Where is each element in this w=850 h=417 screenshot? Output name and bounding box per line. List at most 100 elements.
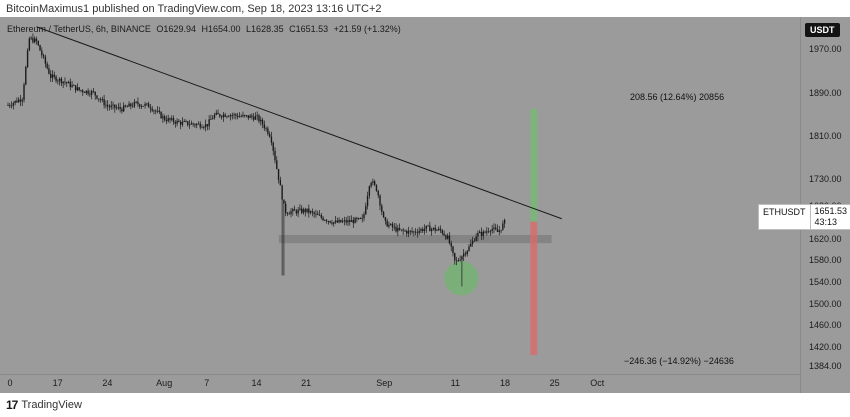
- candle-body: [195, 124, 198, 126]
- time-tick-label: 25: [549, 378, 560, 388]
- candle-body: [94, 91, 96, 96]
- candle-body: [7, 105, 9, 106]
- time-tick-label: 7: [204, 378, 210, 388]
- candle-body: [445, 235, 447, 239]
- candle-body: [185, 121, 187, 122]
- candle-body: [416, 232, 419, 234]
- candle-body: [477, 232, 479, 237]
- candle-body: [220, 116, 223, 118]
- candle-body: [420, 229, 422, 231]
- candle-body: [498, 230, 500, 232]
- candle-body: [199, 123, 201, 128]
- candle-body: [407, 230, 410, 234]
- candle-body: [35, 38, 38, 41]
- price-tick-label: 1384.00: [809, 361, 842, 372]
- candle-body: [238, 116, 241, 118]
- candle-body: [496, 229, 499, 232]
- candle-body: [146, 103, 148, 105]
- candle-body: [363, 214, 365, 219]
- candle-body: [174, 122, 177, 124]
- tradingview-logo: 17: [6, 398, 18, 412]
- footer-brand: TradingView: [21, 399, 82, 411]
- candle-body: [398, 227, 401, 230]
- candle-body: [327, 221, 330, 222]
- candle-body: [418, 230, 420, 234]
- price-tick-label: 1730.00: [809, 174, 842, 185]
- candle-body: [304, 209, 306, 213]
- candle-body: [206, 124, 209, 127]
- candle-body: [288, 213, 290, 215]
- candle-body: [160, 111, 162, 119]
- candle-body: [183, 121, 185, 122]
- candle-body: [119, 106, 121, 109]
- candle-body: [500, 229, 502, 231]
- candle-body: [23, 84, 25, 100]
- candle-body: [446, 235, 449, 239]
- candle-body: [495, 227, 497, 230]
- plot-area[interactable]: Ethereum / TetherUS, 6h, BINANCE O1629.9…: [0, 17, 800, 374]
- candle-body: [197, 123, 200, 125]
- descending-trendline[interactable]: [36, 26, 562, 220]
- candle-body: [39, 45, 41, 51]
- candle-body: [235, 114, 237, 116]
- candle-body: [276, 160, 278, 169]
- time-scale[interactable]: 0 17 24 Aug 7 14 21 Sep 11 18 25 Oct: [0, 374, 800, 393]
- candle-body: [50, 73, 52, 78]
- chart-svg[interactable]: [0, 17, 800, 374]
- candle-body: [14, 100, 16, 104]
- range-up-label: 208.56 (12.64%) 20856: [630, 92, 725, 102]
- price-value-box: 1651.53 43:13: [810, 204, 850, 230]
- last-price: 1651.53: [814, 206, 848, 216]
- candle-body: [188, 124, 191, 126]
- low-value: L1628.35: [246, 24, 284, 34]
- candle-body: [413, 231, 415, 233]
- candle-body: [92, 91, 95, 92]
- candle-body: [71, 85, 73, 87]
- candle-body: [204, 124, 207, 128]
- chart-panel[interactable]: Ethereum / TetherUS, 6h, BINANCE O1629.9…: [0, 17, 850, 393]
- candle-body: [317, 213, 319, 215]
- candle-body: [390, 223, 392, 225]
- candle-body: [349, 220, 351, 222]
- currency-button[interactable]: USDT: [805, 23, 840, 37]
- candle-body: [135, 101, 137, 103]
- candle-body: [473, 240, 476, 242]
- candle-body: [325, 220, 328, 222]
- candle-body: [155, 110, 157, 112]
- price-tick-label: 1620.00: [809, 233, 842, 244]
- candle-body: [245, 115, 248, 117]
- price-tick-label: 1810.00: [809, 131, 842, 141]
- candle-body: [366, 195, 369, 207]
- candle-body: [194, 124, 196, 126]
- candle-body: [370, 182, 372, 187]
- candle-body: [233, 114, 235, 116]
- candle-body: [151, 108, 153, 111]
- candle-body: [454, 252, 456, 261]
- candle-body: [213, 114, 216, 119]
- candle-body: [41, 50, 43, 56]
- candle-body: [308, 208, 310, 213]
- candle-body: [187, 121, 189, 125]
- candle-body: [26, 50, 29, 68]
- candle-body: [479, 231, 481, 233]
- candle-body: [400, 229, 403, 231]
- candle-body: [126, 106, 128, 108]
- candle-body: [461, 256, 463, 260]
- candle-body: [261, 119, 264, 125]
- candle-body: [210, 119, 212, 120]
- candle-body: [128, 103, 130, 107]
- support-zone: [278, 234, 552, 244]
- candle-body: [411, 230, 413, 233]
- candle-body: [455, 260, 458, 262]
- candle-body: [313, 212, 315, 214]
- candle-body: [450, 243, 452, 247]
- candle-body: [236, 115, 239, 118]
- candle-body: [324, 220, 326, 221]
- candle-body: [368, 186, 371, 196]
- candle-body: [147, 103, 150, 108]
- candle-body: [172, 118, 175, 123]
- candle-body: [395, 226, 397, 232]
- candle-body: [252, 116, 255, 120]
- candle-body: [121, 108, 123, 112]
- time-tick-label: 14: [251, 378, 262, 388]
